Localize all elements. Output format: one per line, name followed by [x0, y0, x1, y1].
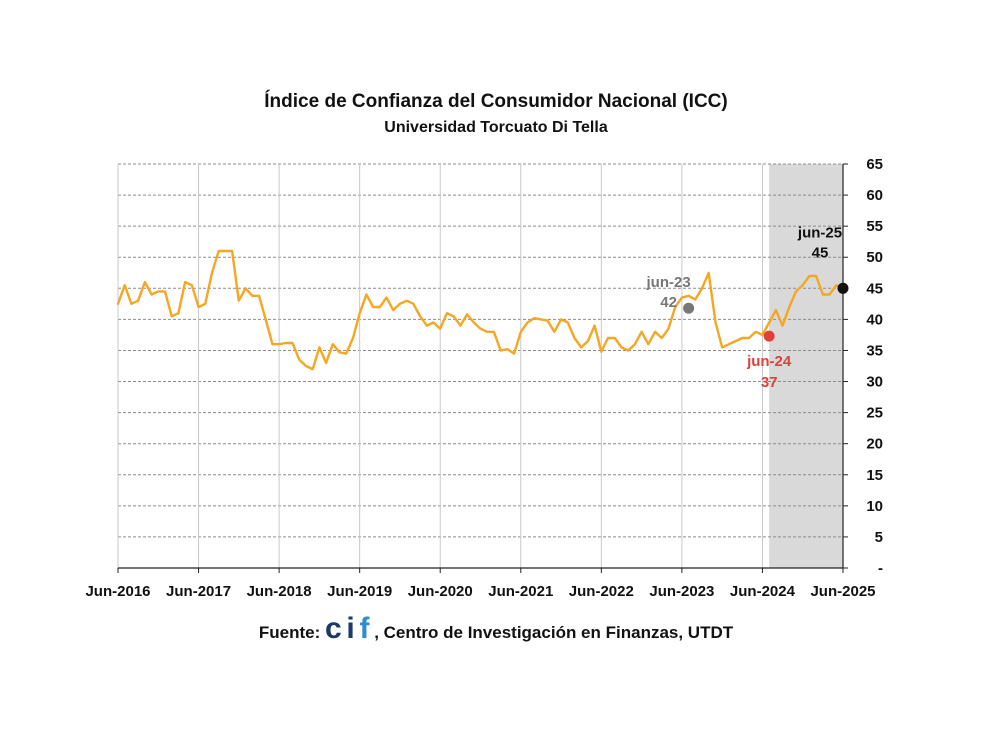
chart-title: Índice de Confianza del Consumidor Nacio…: [264, 90, 727, 112]
shaded-region: [769, 164, 843, 568]
y-tick-label: -: [878, 560, 883, 577]
highlight-date-label: jun-25: [797, 224, 842, 241]
y-tick-label: 10: [866, 498, 883, 515]
y-tick-label: 60: [866, 187, 883, 204]
cif-logo-i: i: [346, 612, 354, 645]
y-tick-label: 20: [866, 436, 883, 453]
source-suffix: , Centro de Investigación en Finanzas, U…: [374, 623, 734, 642]
series-line-layer: [116, 249, 845, 371]
x-tick-label: Jun-2019: [327, 583, 392, 600]
cif-logo-f: f: [359, 612, 370, 645]
highlight-markers: jun-23 42 jun-24 37 jun-25 45: [646, 224, 849, 391]
y-tick-label: 45: [866, 280, 883, 297]
x-tick-label: Jun-2020: [408, 583, 473, 600]
x-tick-label: Jun-2016: [85, 583, 150, 600]
highlight-point-jun-24: [763, 330, 775, 342]
y-tick-label: 5: [875, 529, 883, 546]
shaded-region-rect: [769, 164, 843, 568]
y-tick-label: 25: [866, 405, 883, 422]
icc-series-line: [116, 249, 845, 371]
y-tick-label: 35: [866, 342, 883, 359]
highlight-point-jun-23: [683, 302, 695, 314]
x-tick-label: Jun-2022: [569, 583, 634, 600]
y-tick-label: 30: [866, 374, 883, 391]
y-tick-label: 40: [866, 311, 883, 328]
highlight-point-jun-25: [837, 282, 849, 294]
highlight-date-label: jun-23: [646, 274, 691, 291]
highlight-date-label: jun-24: [746, 353, 792, 370]
highlight-value-label: 37: [761, 374, 778, 391]
cif-logo-c: c: [325, 612, 342, 645]
x-tick-label: Jun-2023: [649, 583, 714, 600]
x-tick-label: Jun-2025: [810, 583, 875, 600]
y-tick-label: 15: [866, 467, 883, 484]
chart-subtitle: Universidad Torcuato Di Tella: [384, 119, 608, 136]
source-prefix: Fuente:: [259, 623, 325, 642]
x-tick-label: Jun-2017: [166, 583, 231, 600]
source-note: Fuente: c i f , Centro de Investigación …: [259, 612, 734, 645]
x-tick-label: Jun-2018: [247, 583, 312, 600]
y-tick-label: 65: [866, 156, 883, 173]
axes: - 5 10 15 20 25 30 35 40 45 50 55 60 65 Jun-2016 Jun-20…: [85, 156, 883, 600]
y-tick-label: 55: [866, 218, 883, 235]
highlight-value-label: 45: [812, 244, 829, 261]
highlight-value-label: 42: [660, 294, 677, 311]
grid: [117, 163, 844, 568]
y-tick-label: 50: [866, 249, 883, 266]
x-tick-label: Jun-2021: [488, 583, 553, 600]
x-tick-label: Jun-2024: [730, 583, 796, 600]
